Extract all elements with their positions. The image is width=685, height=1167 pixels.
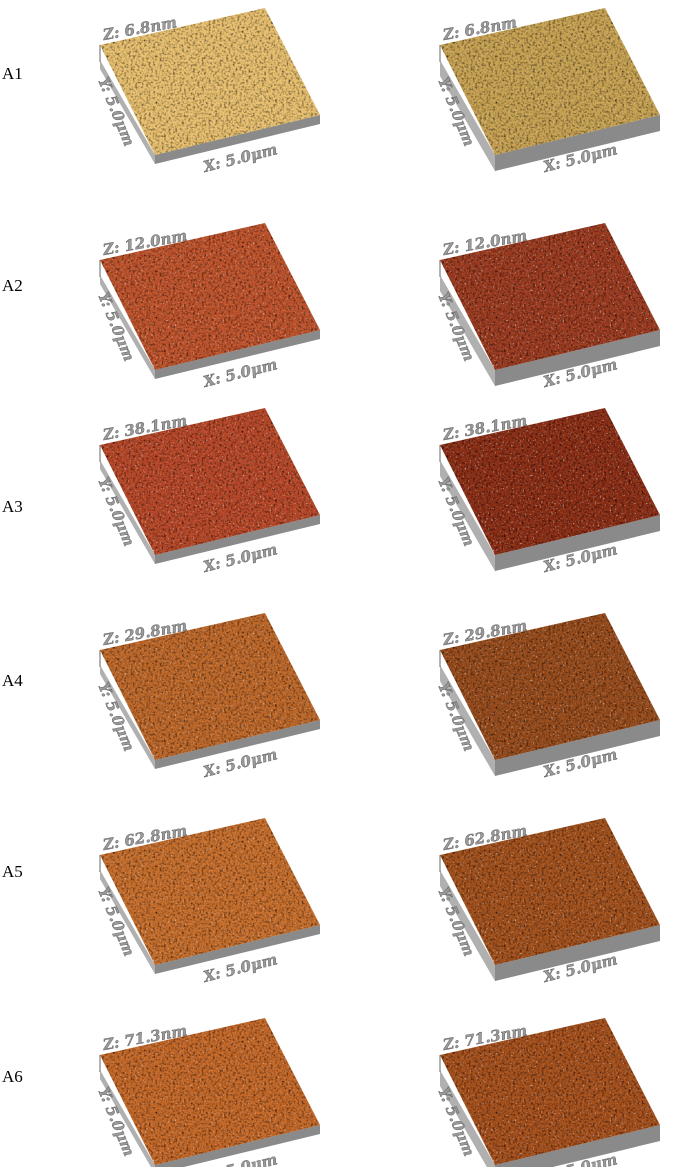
row-label: A2 bbox=[2, 276, 23, 295]
afm-surface bbox=[440, 613, 660, 760]
panel-base-side bbox=[440, 275, 495, 386]
panel-base-side bbox=[100, 1070, 155, 1167]
panel-base-side bbox=[440, 1070, 495, 1167]
afm-surface bbox=[440, 818, 660, 965]
panel-base bbox=[495, 115, 660, 171]
panel-base bbox=[495, 925, 660, 981]
panel-base-side bbox=[100, 60, 155, 164]
afm-surface bbox=[440, 8, 660, 155]
row-label: A1 bbox=[2, 64, 23, 83]
panel-base-side bbox=[440, 460, 495, 571]
panel-base-side bbox=[100, 460, 155, 564]
panel-base bbox=[495, 1125, 660, 1167]
afm-surface bbox=[100, 613, 320, 760]
panel-base bbox=[155, 720, 320, 769]
panel-base bbox=[495, 330, 660, 386]
panel-base-side bbox=[440, 60, 495, 171]
row-label: A5 bbox=[2, 862, 23, 881]
panel-base bbox=[155, 515, 320, 564]
row-label: A6 bbox=[2, 1067, 23, 1086]
afm-surface bbox=[100, 223, 320, 370]
row-label: A3 bbox=[2, 497, 23, 516]
panel-base-side bbox=[440, 870, 495, 981]
panel-base bbox=[155, 925, 320, 974]
afm-surface bbox=[100, 408, 320, 555]
panel-base-side bbox=[100, 870, 155, 974]
panel-base-side bbox=[440, 665, 495, 776]
afm-surface bbox=[100, 8, 320, 155]
afm-surface bbox=[440, 1018, 660, 1165]
afm-surface bbox=[440, 408, 660, 555]
panel-base-side bbox=[100, 665, 155, 769]
panel-base bbox=[155, 1125, 320, 1167]
afm-surface bbox=[440, 223, 660, 370]
panel-base bbox=[155, 115, 320, 164]
panel-base bbox=[495, 515, 660, 571]
afm-surface bbox=[100, 1018, 320, 1165]
panel-base bbox=[155, 330, 320, 379]
panel-base bbox=[495, 720, 660, 776]
panel-base-side bbox=[100, 275, 155, 379]
afm-surface bbox=[100, 818, 320, 965]
row-label: A4 bbox=[2, 671, 23, 690]
